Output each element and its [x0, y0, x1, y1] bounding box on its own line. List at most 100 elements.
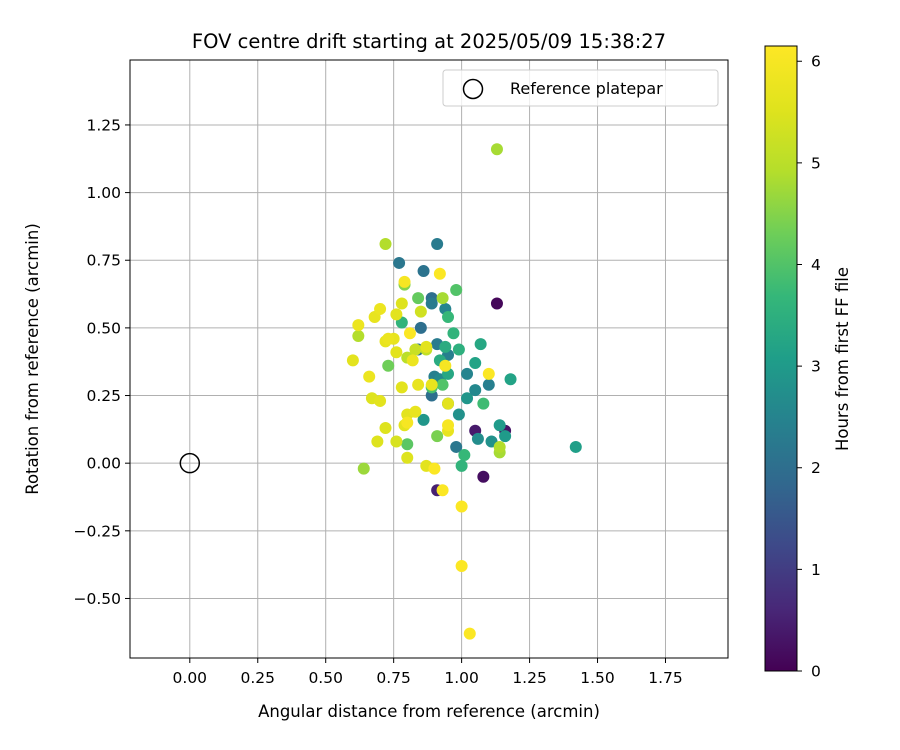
- scatter-point: [412, 292, 425, 305]
- scatter-point: [461, 367, 474, 380]
- scatter-point: [469, 384, 482, 397]
- y-tick-label: 1.25: [86, 116, 121, 134]
- y-tick-label: 0.25: [86, 387, 121, 405]
- colorbar-tick-label: 6: [811, 53, 821, 71]
- scatter-point: [395, 381, 408, 394]
- scatter-point: [452, 343, 465, 356]
- scatter-point: [461, 392, 474, 405]
- x-tick-label: 0.25: [240, 669, 275, 687]
- y-tick-label: 0.50: [86, 319, 121, 337]
- y-axis-ticks: −0.50 −0.25 0.00 0.25 0.50 0.75 1.00 1.25: [74, 116, 130, 608]
- scatter-point: [417, 413, 430, 426]
- scatter-point: [363, 370, 376, 383]
- scatter-point: [352, 319, 365, 332]
- y-tick-label: 1.00: [86, 184, 121, 202]
- scatter-point: [452, 408, 465, 421]
- scatter-point: [374, 394, 387, 407]
- scatter-point: [428, 462, 441, 475]
- scatter-point: [439, 340, 452, 353]
- scatter-point: [395, 297, 408, 310]
- scatter-point: [482, 378, 495, 391]
- scatter-point: [379, 238, 392, 250]
- scatter-points: [346, 143, 582, 640]
- scatter-point: [436, 484, 449, 497]
- colorbar-tick-label: 1: [811, 561, 821, 579]
- scatter-point: [414, 305, 427, 318]
- colorbar-tick-label: 0: [811, 663, 821, 681]
- scatter-point: [499, 430, 512, 443]
- x-tick-label: 1.50: [580, 669, 615, 687]
- y-tick-label: 0.00: [86, 455, 121, 473]
- scatter-point: [471, 432, 484, 445]
- scatter-point: [382, 332, 395, 345]
- scatter-point: [374, 302, 387, 315]
- colorbar: 0 1 2 3 4 5 6 Hours from first FF file: [764, 45, 852, 681]
- scatter-point: [469, 357, 482, 370]
- colorbar-label: Hours from first FF file: [833, 267, 852, 451]
- y-tick-label: −0.25: [74, 522, 122, 540]
- scatter-point: [442, 397, 455, 410]
- plot-area-frame: [129, 59, 729, 659]
- legend-entry-reference-platepar: Reference platepar: [510, 79, 663, 98]
- colorbar-tick-label: 5: [811, 154, 821, 172]
- scatter-point: [450, 440, 463, 453]
- scatter-point: [412, 378, 425, 391]
- scatter-point: [447, 327, 460, 340]
- scatter-point: [569, 440, 582, 453]
- chart-title: FOV centre drift starting at 2025/05/09 …: [192, 30, 666, 53]
- scatter-point: [409, 405, 422, 418]
- reference-platepar-marker: [179, 452, 201, 474]
- scatter-point: [382, 359, 395, 372]
- scatter-point: [504, 373, 517, 386]
- scatter-point: [463, 627, 476, 640]
- scatter-point: [398, 275, 411, 288]
- scatter-point: [493, 419, 506, 432]
- scatter-point: [393, 256, 406, 269]
- x-axis-ticks: 0.00 0.25 0.50 0.75 1.00 1.25 1.50 1.75: [173, 658, 683, 687]
- scatter-point: [455, 459, 468, 472]
- scatter-point: [490, 143, 503, 156]
- scatter-point: [390, 308, 403, 321]
- x-tick-label: 0.50: [308, 669, 343, 687]
- scatter-point: [431, 430, 444, 443]
- scatter-point: [474, 338, 487, 351]
- scatter-point: [477, 397, 490, 410]
- scatter-point: [425, 297, 438, 310]
- scatter-point: [406, 354, 419, 367]
- scatter-point: [442, 311, 455, 324]
- scatter-point: [477, 470, 490, 483]
- scatter-point: [458, 449, 471, 462]
- legend-box: [442, 69, 719, 107]
- scatter-point: [414, 321, 427, 334]
- scatter-point: [401, 451, 414, 464]
- scatter-point: [425, 378, 438, 391]
- colorbar-tick-label: 2: [811, 459, 821, 477]
- scatter-point: [431, 238, 444, 250]
- colorbar-ticks: 0 1 2 3 4 5 6: [797, 53, 821, 681]
- scatter-point: [352, 330, 365, 342]
- grid: [130, 60, 728, 658]
- x-axis-label: Angular distance from reference (arcmin): [258, 702, 600, 721]
- scatter-point: [357, 462, 370, 475]
- scatter-point: [403, 327, 416, 340]
- y-tick-label: −0.50: [74, 590, 122, 608]
- scatter-point: [436, 292, 449, 305]
- scatter-point: [482, 367, 495, 380]
- scatter-point: [379, 422, 392, 434]
- x-tick-label: 1.00: [444, 669, 479, 687]
- scatter-point: [455, 500, 468, 513]
- colorbar-gradient: [764, 45, 798, 672]
- scatter-point: [490, 297, 503, 310]
- legend-marker-reference: [462, 78, 484, 100]
- scatter-point: [439, 359, 452, 372]
- scatter-point: [493, 440, 506, 453]
- scatter-point: [401, 438, 414, 451]
- colorbar-tick-label: 3: [811, 358, 821, 376]
- scatter-point: [409, 343, 422, 356]
- reference-layer: [179, 452, 201, 474]
- colorbar-tick-label: 4: [811, 256, 821, 274]
- x-tick-label: 0.00: [173, 669, 208, 687]
- scatter-point: [346, 354, 359, 367]
- scatter-point: [417, 265, 430, 278]
